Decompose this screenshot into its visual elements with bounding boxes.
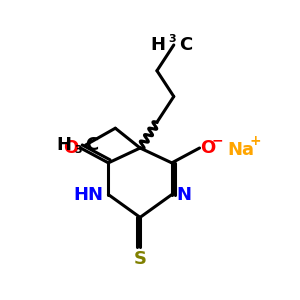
Text: 3: 3: [74, 145, 82, 155]
Text: C: C: [85, 136, 99, 154]
Text: 3: 3: [168, 34, 176, 44]
Text: H: H: [151, 36, 166, 54]
Text: +: +: [249, 134, 261, 148]
Text: O: O: [200, 139, 215, 157]
Text: N: N: [176, 186, 191, 204]
Text: Na: Na: [228, 141, 255, 159]
Text: S: S: [134, 250, 147, 268]
Text: −: −: [212, 133, 223, 147]
Text: HN: HN: [74, 186, 104, 204]
Text: H: H: [57, 136, 72, 154]
Text: C: C: [179, 36, 192, 54]
Text: O: O: [63, 139, 78, 157]
